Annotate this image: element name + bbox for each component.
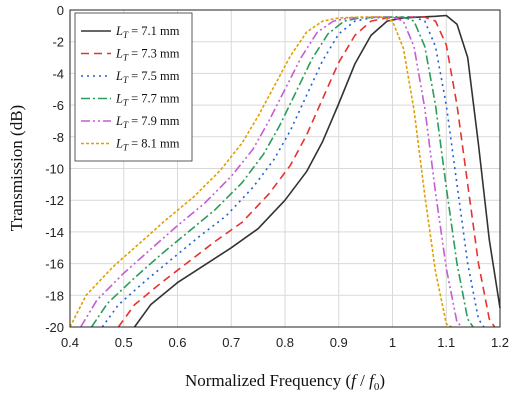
y-tick-label: -6 [52,98,64,113]
series-line-1 [133,14,501,328]
x-axis-title-part-2: / [356,371,369,390]
y-tick-label: -20 [45,320,64,335]
legend-label-value: = 7.3 mm [128,47,180,61]
legend-label-subscript: T [123,30,129,40]
x-tick-label: 0.9 [330,335,348,350]
legend-label-value: = 8.1 mm [128,137,180,151]
x-axis-title-part-0: Normalized Frequency ( [185,371,351,390]
y-tick-label: -18 [45,288,64,303]
y-tick-labels: 0 -2 -4 -6 -8 -10 -12 -14 -16 -18 -20 [45,3,64,335]
legend-box [74,12,193,162]
legend-label-symbol: L [115,114,123,128]
legend-label-subscript: T [123,120,129,130]
legend-label-subscript: T [123,143,129,153]
x-tick-label: 0.5 [115,335,133,350]
legend-label-subscript: T [123,53,129,63]
series-lines [69,14,501,328]
y-tick-label: -12 [45,193,64,208]
x-tick-label: 1 [389,335,396,350]
legend-label: LT = 7.1 mm [115,24,180,40]
legend-label-subscript: T [123,98,129,108]
series-line-3 [101,16,485,328]
series-line-2 [117,16,496,328]
y-tick-label: -4 [52,66,64,81]
legend-label-symbol: L [115,92,123,106]
x-tick-label: 0.6 [168,335,186,350]
series-line-5 [80,16,463,328]
legend-label: LT = 7.7 mm [115,92,180,108]
x-tick-labels: 0.4 0.5 0.6 0.7 0.8 0.9 1 1.1 1.2 [61,335,509,350]
x-tick-label: 0.7 [222,335,240,350]
x-tick-label: 0.4 [61,335,79,350]
series-line-6 [69,16,453,328]
legend-label-value: = 7.7 mm [128,92,180,106]
y-tick-label: 0 [57,3,64,18]
legend-label: LT = 7.3 mm [115,47,180,63]
legend-label-value: = 7.5 mm [128,69,180,83]
plot-frame [69,9,501,328]
x-tick-label: 0.8 [276,335,294,350]
x-axis-title-part-3: f [369,371,376,390]
x-axis-title-part-1: f [351,371,358,390]
x-axis-title: Normalized Frequency (f / f0) [185,371,385,393]
legend-label-subscript: T [123,75,129,85]
x-axis-title-part-4: 0 [374,381,380,393]
y-tick-label: -2 [52,35,64,50]
y-axis-title: Transmission (dB) [7,105,26,231]
legend-label-value: = 7.1 mm [128,24,180,38]
y-tick-label: -8 [52,130,64,145]
legend-label-symbol: L [115,137,123,151]
legend-label-symbol: L [115,24,123,38]
legend-label-symbol: L [115,47,123,61]
legend-label: LT = 7.9 mm [115,114,180,130]
legend-label-symbol: L [115,69,123,83]
legend-label: LT = 7.5 mm [115,69,180,85]
series-line-4 [90,16,474,328]
y-tick-label: -10 [45,162,64,177]
legend-label: LT = 8.1 mm [115,137,180,153]
x-tick-label: 1.1 [437,335,455,350]
y-tick-label: -14 [45,225,64,240]
x-tick-label: 1.2 [491,335,509,350]
legend-label-value: = 7.9 mm [128,114,180,128]
x-axis-title-part-5: ) [379,371,385,390]
y-tick-label: -16 [45,257,64,272]
